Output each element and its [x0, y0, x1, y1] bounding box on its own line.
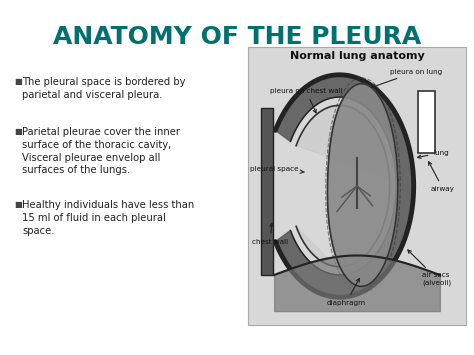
- Text: pleura on lung: pleura on lung: [372, 69, 442, 88]
- Text: Normal lung anatomy: Normal lung anatomy: [290, 51, 424, 61]
- Text: ■: ■: [14, 127, 22, 136]
- Polygon shape: [328, 84, 398, 286]
- FancyBboxPatch shape: [248, 47, 466, 325]
- FancyBboxPatch shape: [261, 108, 273, 275]
- Text: pleura on chest wall: pleura on chest wall: [270, 88, 342, 113]
- Text: Parietal pleurae cover the inner
surface of the thoracic cavity,
Visceral pleura: Parietal pleurae cover the inner surface…: [22, 127, 180, 175]
- Text: diaphragm: diaphragm: [327, 278, 365, 306]
- Text: ■: ■: [14, 77, 22, 86]
- Text: air sacs
(alveoli): air sacs (alveoli): [408, 250, 452, 286]
- Text: chest wall: chest wall: [252, 223, 289, 245]
- Polygon shape: [275, 75, 414, 297]
- Polygon shape: [296, 105, 398, 286]
- FancyBboxPatch shape: [418, 92, 436, 153]
- Text: lung: lung: [418, 150, 449, 158]
- Text: ■: ■: [14, 200, 22, 209]
- Text: pleural space: pleural space: [250, 166, 304, 173]
- Text: airway: airway: [428, 162, 455, 192]
- Text: The pleural space is bordered by
parietal and visceral pleura.: The pleural space is bordered by parieta…: [22, 77, 185, 100]
- Text: ANATOMY OF THE PLEURA: ANATOMY OF THE PLEURA: [53, 25, 421, 49]
- Text: Healthy individuals have less than
15 ml of fluid in each pleural
space.: Healthy individuals have less than 15 ml…: [22, 200, 194, 236]
